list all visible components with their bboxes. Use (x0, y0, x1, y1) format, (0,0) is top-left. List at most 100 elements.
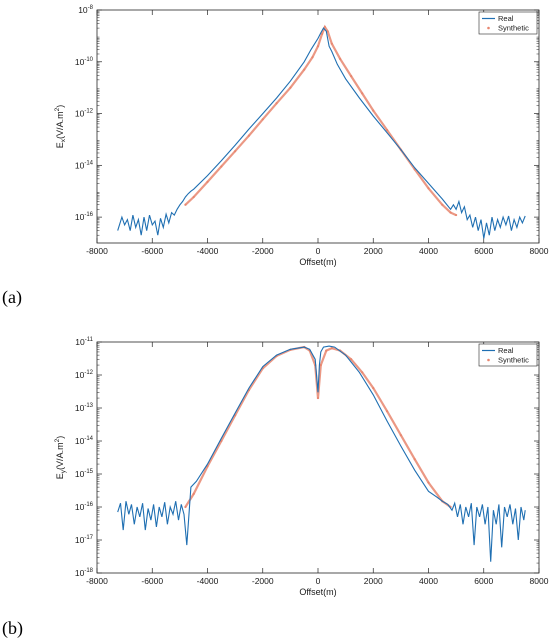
y-axis-label-sub: x (60, 138, 67, 142)
x-tick-label: -2000 (252, 576, 274, 586)
series-synthetic-line (184, 345, 452, 508)
legend-synthetic-label: Synthetic (498, 356, 529, 365)
x-tick-label: -4000 (197, 576, 219, 586)
y-tick-label: 10-17 (75, 535, 94, 545)
y-tick-exponent: -11 (85, 337, 94, 343)
series-synthetic-point (184, 203, 187, 206)
y-tick-exponent: -16 (84, 212, 93, 218)
series-synthetic-point (372, 109, 375, 112)
y-tick-exponent: -16 (84, 502, 93, 508)
series-synthetic-point (372, 387, 375, 390)
series-synthetic-point (275, 102, 278, 105)
y-axis-label: Ey(V/A.m2) (54, 436, 67, 479)
x-tick-label: -8000 (86, 246, 108, 256)
y-tick-exponent: -10 (84, 57, 93, 63)
series-synthetic-point (326, 30, 329, 33)
legend-box (478, 343, 538, 367)
series-synthetic-point (316, 396, 320, 400)
series-synthetic-point (289, 86, 292, 89)
y-axis-label-sub: y (60, 469, 67, 473)
x-tick-label: 2000 (364, 246, 383, 256)
series-synthetic-point (303, 68, 306, 71)
series-synthetic-point (427, 187, 430, 190)
series-synthetic-point (350, 358, 353, 361)
y-axis-label-end: ) (55, 436, 65, 439)
series-synthetic-point (339, 57, 342, 60)
y-tick-label: 10-12 (75, 370, 94, 380)
y-tick-exponent: -8 (88, 5, 94, 11)
panel-label-b: (b) (2, 618, 23, 638)
panel-label-a: (a) (2, 287, 22, 307)
series-synthetic-point (321, 32, 324, 35)
series-synthetic-point (441, 203, 444, 206)
chart-b: 10-18 10-17 10-16 10-15 10-14 10-13 10-12 10-11… (54, 337, 549, 597)
x-tick-label: -6000 (141, 246, 163, 256)
x-tick-label: 8000 (530, 246, 549, 256)
x-tick-label: 6000 (474, 576, 493, 586)
x-axis-label: Offset(m) (299, 587, 336, 597)
plot-area (96, 9, 540, 244)
series-synthetic-point (261, 118, 264, 121)
y-axis-label-sup: 2 (54, 107, 61, 111)
y-tick-exponent: -14 (84, 160, 93, 166)
series-real-line (117, 27, 526, 239)
series-synthetic-point (385, 410, 389, 413)
x-tick-label: -8000 (86, 576, 108, 586)
series-real-line (117, 345, 526, 562)
x-tick-label: 8000 (530, 576, 549, 586)
series-synthetic-point (413, 458, 416, 461)
legend-synthetic-label: Synthetic (498, 24, 529, 33)
series-synthetic-point (192, 492, 195, 495)
series-synthetic-point (323, 25, 327, 29)
series-synthetic-point (427, 481, 430, 484)
y-tick-label: 10-16 (75, 212, 94, 222)
legend-box (478, 11, 538, 35)
y-tick-label: 10-14 (75, 436, 94, 446)
series-synthetic-point (455, 213, 458, 217)
y-tick-exponent: -18 (84, 568, 93, 574)
y-tick-exponent: -13 (84, 403, 93, 409)
y-tick-label: 10-16 (75, 502, 94, 512)
series-synthetic-point (330, 347, 333, 350)
x-tick-label: -6000 (141, 576, 163, 586)
series-synthetic-point (316, 45, 320, 48)
series-synthetic-point (311, 56, 314, 59)
series-synthetic-point (184, 505, 187, 509)
series-synthetic-point (385, 128, 389, 132)
y-axis-label-main: E (55, 473, 65, 479)
series-synthetic-point (350, 74, 353, 78)
series-synthetic-point (330, 42, 333, 45)
y-tick-label: 10-14 (75, 160, 94, 170)
y-tick-label: 10-11 (75, 337, 93, 347)
series-synthetic-point (234, 150, 237, 153)
legend-synthetic-swatch (487, 26, 490, 30)
y-axis-label-tail: (V/A.m (55, 442, 65, 470)
series-synthetic-point (325, 349, 328, 352)
chart-a: 10-16 10-14 10-12 10-10 10-8 -8000 -6000 -4000 -… (54, 5, 549, 267)
x-axis-label: Offset(m) (299, 257, 336, 267)
y-tick-exponent: -12 (84, 370, 93, 376)
y-tick-label: 10-12 (75, 109, 94, 119)
series-synthetic-point (319, 363, 322, 367)
y-axis-label-end: ) (55, 105, 65, 108)
series-synthetic-point (206, 180, 209, 183)
legend-real-label: Real (498, 346, 514, 355)
series-synthetic-point (361, 92, 364, 95)
y-tick-exponent: -17 (84, 535, 93, 541)
legend-synthetic-swatch (487, 358, 490, 362)
x-tick-label: 4000 (419, 576, 438, 586)
y-tick-label: 10-13 (75, 403, 94, 413)
x-tick-label: 2000 (364, 576, 383, 586)
y-tick-exponent: -12 (84, 109, 93, 115)
x-tick-label: 4000 (419, 246, 438, 256)
series-synthetic-point (361, 371, 364, 374)
x-tick-label: 0 (316, 246, 321, 256)
y-tick-label: 10-8 (78, 5, 93, 15)
plot-area (96, 341, 540, 574)
series-synthetic-point (220, 165, 223, 168)
x-tick-label: -2000 (252, 246, 274, 256)
series-synthetic-point (247, 134, 251, 137)
y-tick-label: 10-15 (75, 469, 94, 479)
y-tick-label: 10-18 (75, 568, 94, 578)
